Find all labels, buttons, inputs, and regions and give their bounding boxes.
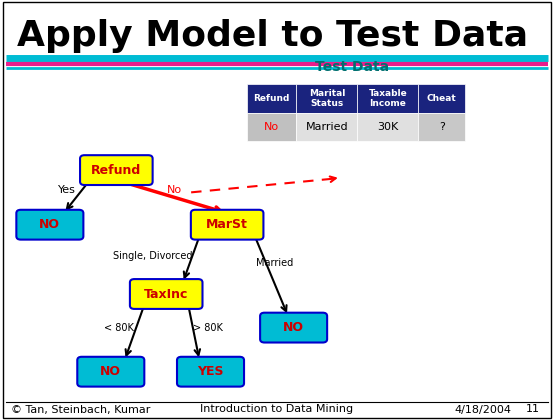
Text: < 80K: < 80K — [104, 323, 134, 333]
FancyBboxPatch shape — [357, 113, 418, 141]
FancyBboxPatch shape — [247, 113, 296, 141]
FancyBboxPatch shape — [191, 210, 264, 239]
FancyBboxPatch shape — [80, 155, 152, 185]
Text: Introduction to Data Mining: Introduction to Data Mining — [201, 404, 353, 415]
FancyBboxPatch shape — [247, 84, 296, 113]
Text: Married: Married — [255, 257, 293, 268]
Text: ?: ? — [439, 122, 445, 132]
FancyBboxPatch shape — [418, 84, 465, 113]
Text: YES: YES — [197, 365, 224, 378]
FancyBboxPatch shape — [177, 357, 244, 386]
FancyBboxPatch shape — [17, 210, 83, 239]
Text: No: No — [264, 122, 279, 132]
Text: Yes: Yes — [58, 185, 75, 195]
Text: Taxable
Income: Taxable Income — [368, 89, 407, 108]
Text: 30K: 30K — [377, 122, 398, 132]
Text: Married: Married — [306, 122, 348, 132]
Text: 11: 11 — [526, 404, 540, 415]
Text: Marital
Status: Marital Status — [309, 89, 345, 108]
FancyBboxPatch shape — [130, 279, 203, 309]
Text: Cheat: Cheat — [427, 94, 456, 103]
FancyBboxPatch shape — [260, 312, 327, 343]
Text: No: No — [167, 185, 182, 195]
Text: NO: NO — [283, 321, 304, 334]
FancyBboxPatch shape — [78, 357, 144, 386]
Text: © Tan, Steinbach, Kumar: © Tan, Steinbach, Kumar — [11, 404, 151, 415]
Text: Refund: Refund — [253, 94, 290, 103]
Text: Test Data: Test Data — [315, 60, 389, 74]
Text: Refund: Refund — [91, 164, 141, 176]
FancyBboxPatch shape — [418, 113, 465, 141]
Text: Single, Divorced: Single, Divorced — [112, 251, 192, 261]
FancyBboxPatch shape — [296, 84, 357, 113]
FancyBboxPatch shape — [357, 84, 418, 113]
FancyBboxPatch shape — [296, 113, 357, 141]
Text: NO: NO — [39, 218, 60, 231]
Text: 4/18/2004: 4/18/2004 — [454, 404, 511, 415]
Text: NO: NO — [100, 365, 121, 378]
Text: Apply Model to Test Data: Apply Model to Test Data — [17, 19, 528, 53]
Text: > 80K: > 80K — [193, 323, 223, 333]
Text: MarSt: MarSt — [206, 218, 248, 231]
Text: TaxInc: TaxInc — [144, 288, 188, 300]
